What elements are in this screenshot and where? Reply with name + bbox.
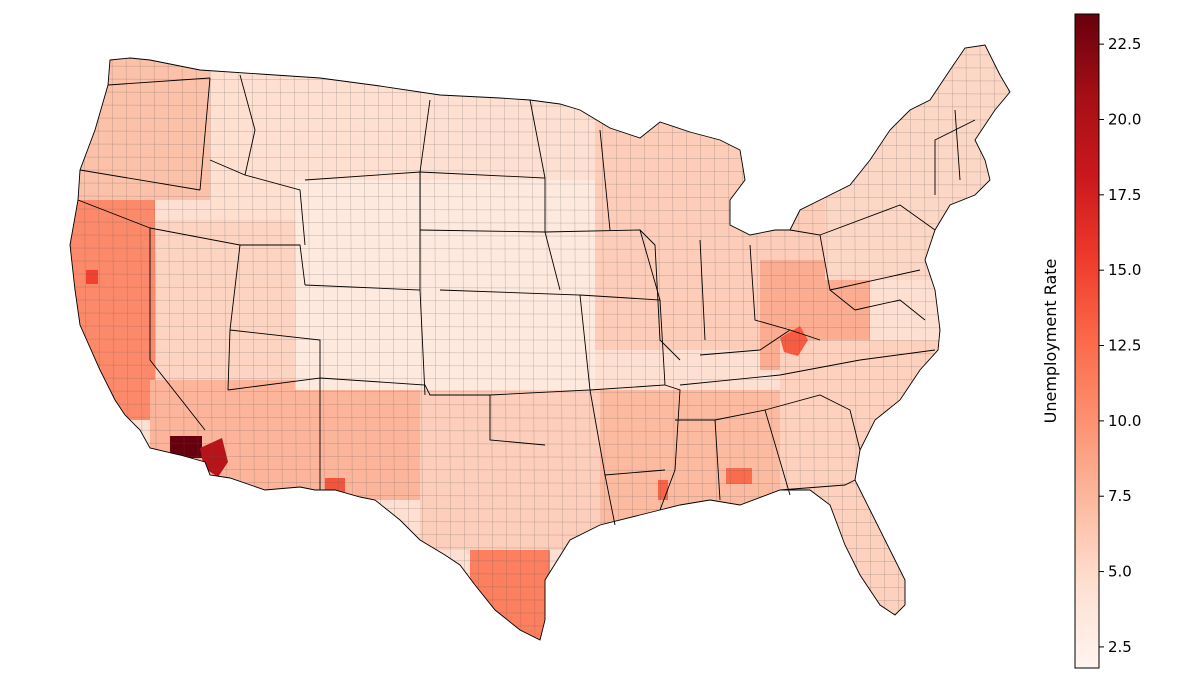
us-county-map [65, 40, 1015, 641]
region-california-central-valley [70, 200, 155, 420]
colorbar-tick-label: 2.5 [1108, 638, 1132, 656]
county-border-line [70, 338, 1010, 342]
state-border-segment [604, 474, 616, 526]
state-border-segment [954, 109, 961, 181]
county-border-line [545, 45, 550, 640]
county-border-line [70, 182, 1010, 186]
county-border-line [70, 390, 1010, 394]
map-canvas [65, 40, 1015, 641]
state-border-segment [699, 239, 706, 341]
region-colusa-county [86, 270, 98, 284]
state-border-segment [639, 229, 681, 361]
county-border-line [70, 45, 74, 640]
county-border-line [70, 260, 1010, 264]
county-border-line [503, 45, 508, 640]
county-border-line [447, 45, 452, 640]
county-border-line [1007, 45, 1010, 640]
state-border-segment [679, 349, 936, 386]
region-mississippi-delta [658, 480, 668, 500]
county-border-line [83, 45, 88, 640]
state-border-segment [79, 169, 201, 191]
colorbar-label: Unemployment Rate [1041, 259, 1060, 424]
state-border-segment [819, 204, 936, 236]
state-border-segment [107, 77, 211, 86]
state-border-segment [199, 77, 211, 191]
county-border-line [559, 45, 564, 640]
county-border-line [70, 377, 1010, 381]
county-border-line [993, 45, 998, 640]
county-border-line [70, 234, 1010, 238]
county-border-line [65, 40, 1015, 42]
county-border-line [489, 45, 494, 640]
county-border-line [70, 403, 1010, 407]
county-border-line [475, 45, 480, 640]
county-border-line [70, 208, 1010, 212]
state-border-segment [829, 269, 921, 291]
state-border-segment [439, 289, 591, 396]
region-great-plains [295, 180, 595, 390]
county-border-line [70, 442, 1010, 446]
county-border-line [70, 52, 1010, 56]
region-alabama-black-belt [726, 468, 752, 484]
state-border-segment [419, 171, 561, 291]
region-texas-rio-grande [470, 550, 550, 640]
colorbar-tick-label: 7.5 [1108, 487, 1132, 505]
state-border-segment [659, 384, 681, 511]
state-border-segment [749, 244, 791, 331]
state-border-segment [934, 119, 976, 195]
county-border-line [70, 273, 1010, 277]
state-border-segment [319, 377, 546, 446]
state-border-segment [764, 394, 861, 451]
state-border-segment [854, 299, 926, 321]
county-border-line [70, 299, 1010, 303]
colorbar-tick-label: 10.0 [1108, 412, 1141, 430]
colorbar-tick-label: 15.0 [1108, 261, 1141, 279]
county-border-line [70, 429, 1010, 433]
state-border-segment [240, 244, 306, 286]
county-border-line [461, 45, 466, 640]
state-border-segment [419, 99, 431, 173]
state-border-segment [419, 229, 546, 233]
county-border-line [70, 364, 1010, 368]
state-border-segment [789, 229, 856, 311]
county-border-line [70, 416, 1010, 420]
county-border-line [70, 455, 1010, 459]
colorbar-tick-label: 17.5 [1108, 186, 1141, 204]
county-border-line [70, 312, 1010, 316]
region-northeast [825, 45, 1010, 280]
county-border-line [517, 45, 522, 640]
state-border-segment [779, 479, 856, 491]
state-borders [69, 44, 1011, 641]
state-border-segment [149, 227, 241, 391]
county-border-line [70, 325, 1010, 329]
state-border-segment [699, 329, 821, 356]
state-border-segment [229, 329, 321, 378]
colorbar-ticks: 2.5 5.0 7.5 10.0 12.5 15.0 17.5 20.0 22.5 [1099, 35, 1141, 656]
county-border-line [70, 65, 1010, 69]
region-imperial-county [170, 436, 202, 458]
region-southeast [780, 340, 940, 620]
colorbar-tick-label: 22.5 [1108, 35, 1141, 53]
colorbar-tick-label: 5.0 [1108, 563, 1132, 581]
state-border-segment [529, 99, 546, 179]
state-border-segment [209, 74, 256, 176]
state-border-segment [599, 129, 611, 231]
county-border-line [531, 45, 536, 640]
colorbar-tick-label: 20.0 [1108, 110, 1141, 128]
state-border-segment [77, 199, 206, 431]
county-border-line [70, 221, 1010, 225]
county-border-line [433, 45, 438, 640]
colorbar: 2.5 5.0 7.5 10.0 12.5 15.0 17.5 20.0 22.5 Unempl… [1040, 0, 1200, 684]
state-border-segment [244, 174, 306, 246]
county-border-line [70, 351, 1010, 355]
county-border-line [70, 195, 1010, 199]
county-border-line [70, 247, 1010, 251]
county-border-line [70, 286, 1010, 290]
colorbar-tick-label: 12.5 [1108, 337, 1141, 355]
colorbar-canvas: 2.5 5.0 7.5 10.0 12.5 15.0 17.5 20.0 22.5 Unempl… [1041, 13, 1141, 669]
region-luna-county [325, 478, 345, 492]
colorbar-gradient [1074, 13, 1100, 669]
